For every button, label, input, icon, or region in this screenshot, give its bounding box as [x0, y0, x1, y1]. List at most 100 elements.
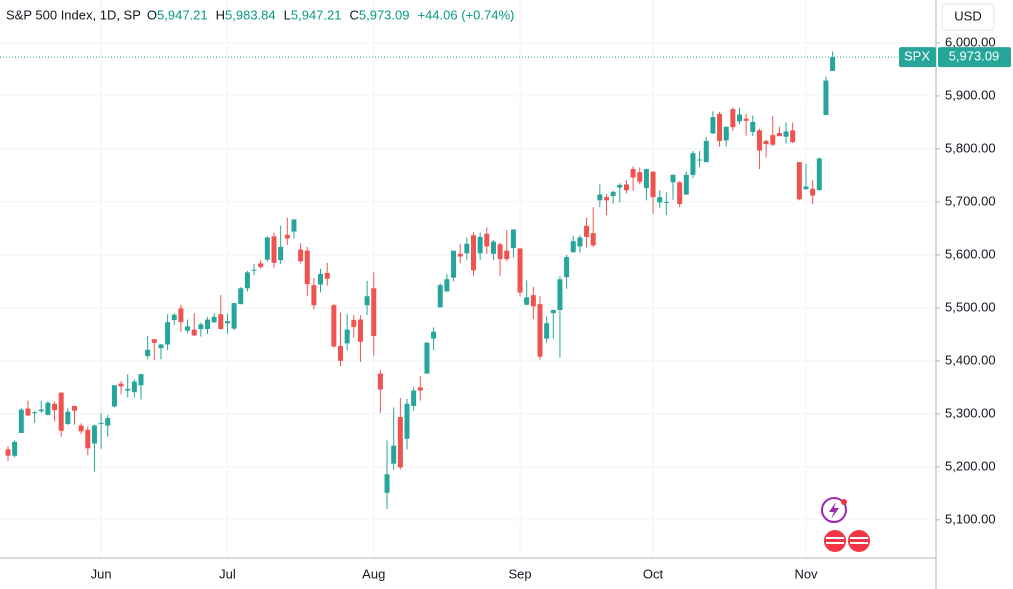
candle-body [231, 303, 237, 329]
candle-body [530, 295, 536, 307]
candle-body [311, 285, 317, 306]
candle-body [816, 158, 822, 191]
y-tick-label: 5,200.00 [945, 458, 996, 473]
candle-body [517, 248, 523, 293]
candle-body [677, 182, 683, 205]
candle-body [364, 296, 370, 306]
candle-body [564, 257, 570, 278]
candle-body [670, 174, 676, 183]
candle-body [298, 249, 304, 262]
candle-body [570, 241, 576, 253]
candle-body [437, 285, 443, 308]
symbol-tag [899, 47, 936, 68]
ohlc-value: 5,947.21 [157, 7, 208, 22]
x-tick-label: Jul [219, 566, 236, 581]
candle-body [451, 250, 457, 278]
candle-body [431, 331, 437, 339]
candle-body [397, 417, 403, 468]
candle-body [377, 373, 383, 390]
y-tick-label: 5,600.00 [945, 246, 996, 261]
y-tick-label: 5,300.00 [945, 405, 996, 420]
candle-body [145, 349, 151, 357]
candle-body [404, 403, 410, 439]
candle-body [477, 236, 483, 254]
candle-body [238, 288, 244, 305]
candle-body [783, 131, 789, 137]
ohlc-label: L [284, 7, 291, 22]
candle-body [357, 319, 363, 342]
candle-body [657, 197, 663, 203]
candle-body [617, 184, 623, 188]
y-tick-label: 5,800.00 [945, 140, 996, 155]
candle-body [324, 272, 330, 279]
x-tick-label: Nov [794, 566, 818, 581]
candle-body [5, 449, 11, 456]
candle-body [484, 233, 490, 247]
candle-body [158, 344, 164, 349]
candle-body [710, 117, 716, 134]
candle-body [497, 244, 503, 260]
candle-body [138, 374, 144, 386]
candle-body [623, 184, 629, 191]
candle-body [637, 172, 643, 182]
candle-body [697, 159, 703, 161]
candle-body [790, 130, 796, 143]
candle-body [118, 383, 124, 387]
candle-body [271, 236, 277, 263]
candle-body [45, 402, 51, 415]
candle-body [131, 381, 137, 393]
candle-body [577, 237, 583, 247]
candle-body [643, 169, 649, 189]
event-icons[interactable] [821, 497, 872, 554]
candle-body [171, 314, 177, 321]
currency[interactable]: USD [954, 8, 981, 23]
ohlc-label: C [349, 7, 358, 22]
candle-body [630, 169, 636, 178]
candle-body [584, 225, 590, 237]
candle-body [244, 272, 250, 289]
ohlc-value: +44.06 (+0.74%) [417, 7, 514, 22]
candle-body [351, 320, 357, 327]
candle-body [464, 243, 470, 254]
candle-body [65, 411, 71, 424]
y-tick-label: 5,700.00 [945, 193, 996, 208]
candle-body [424, 342, 430, 374]
candle-body [417, 387, 423, 391]
candle-body [318, 273, 324, 285]
candle-body [810, 188, 816, 196]
candle-body [803, 186, 809, 190]
candle-body [830, 57, 836, 71]
candle-body [703, 140, 709, 163]
candle-body [756, 130, 762, 151]
candle-body [98, 422, 104, 424]
candle-body [58, 392, 64, 431]
candle-body [218, 314, 224, 330]
candle-body [544, 323, 550, 339]
candle-body [737, 114, 742, 122]
candle-body [224, 321, 230, 324]
y-tick-label: 5,500.00 [945, 299, 996, 314]
candle-body [823, 80, 829, 115]
candle-body [151, 339, 157, 343]
candle-body [304, 250, 310, 285]
candle-body [185, 326, 191, 331]
candle-body [763, 140, 769, 145]
x-tick-label: Aug [362, 566, 385, 581]
candle-body [338, 346, 343, 361]
candle-body [198, 324, 204, 330]
candle-body [444, 279, 450, 292]
candle-body [18, 409, 24, 433]
x-tick-label: Sep [508, 566, 531, 581]
y-tick-label: 5,100.00 [945, 511, 996, 526]
price-tag-label: 5,973.09 [949, 49, 1000, 64]
ohlc-label: O [147, 7, 157, 22]
candle-body [12, 441, 18, 456]
candle-body [111, 385, 117, 407]
currency-button[interactable] [941, 3, 995, 31]
candle-body [550, 310, 556, 314]
candle-body [25, 408, 31, 416]
candle-body [604, 197, 609, 201]
candle-body [717, 113, 723, 141]
symbol-tag-label: SPX [904, 49, 930, 64]
candle-body [490, 241, 496, 254]
